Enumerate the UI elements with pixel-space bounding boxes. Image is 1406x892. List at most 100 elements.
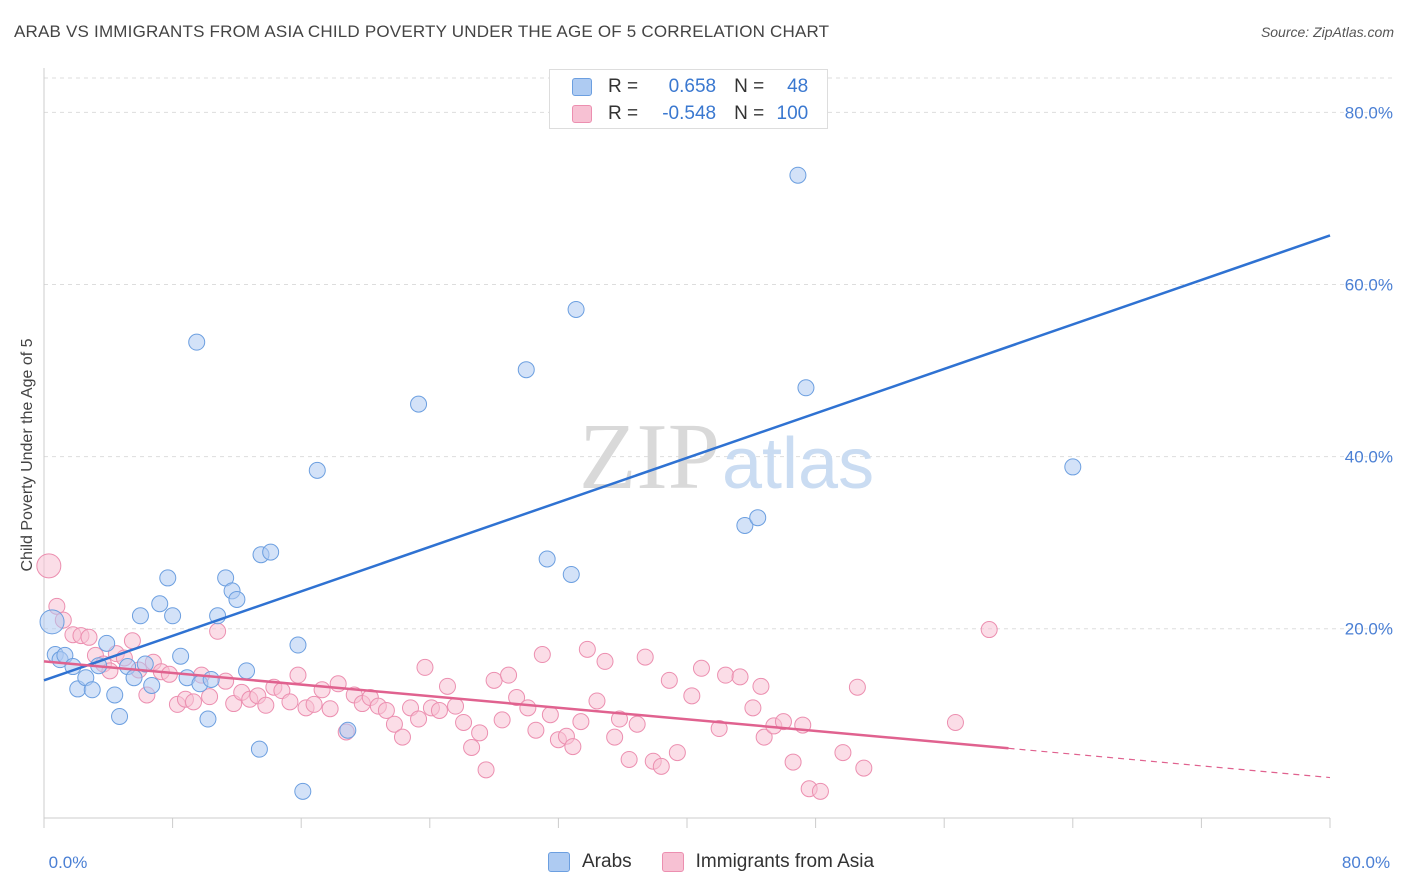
point-arabs [188,333,206,351]
point-asia [500,666,518,684]
point-asia [281,693,299,711]
point-asia [606,728,624,746]
point-arabs [1064,458,1082,476]
point-asia [683,687,701,705]
x-tick-label: 80.0% [1342,853,1390,872]
legend-row-asia: R = -0.548 N = 100 [572,103,808,125]
point-arabs [172,647,190,665]
point-asia [717,666,735,684]
y-tick-label: 80.0% [1345,103,1393,122]
point-asia [620,750,638,768]
point-arabs [202,670,220,688]
point-arabs [228,590,246,608]
correlation-legend: R = 0.658 N = 48 R = -0.548 N = 100 [549,69,828,129]
legend-row-arabs: R = 0.658 N = 48 [572,76,808,98]
point-asia [321,700,339,718]
n-label: N = [734,76,765,97]
asia-swatch-icon [661,852,684,872]
point-asia [596,652,614,670]
point-asia [447,697,465,715]
r-value-asia: -0.548 [662,103,717,124]
point-asia [184,693,202,711]
point-arabs [159,569,177,587]
point-asia [527,721,545,739]
point-asia [628,715,646,733]
point-arabs [83,681,101,699]
point-arabs [238,662,256,680]
point-asia [416,658,434,676]
point-asia [305,695,323,713]
point-arabs [562,565,580,583]
arabs-swatch-icon [548,852,570,872]
point-asia [123,632,141,650]
point-asia [980,621,998,639]
point-arabs [567,300,585,318]
point-asia [313,681,331,699]
point-arabs [538,550,556,568]
point-asia [209,622,227,640]
point-asia [652,757,670,775]
point-asia [731,668,749,686]
arabs-swatch-icon [572,78,592,96]
point-asia [564,738,582,756]
point-arabs [749,509,767,527]
point-asia [946,713,964,731]
point-asia [610,710,628,728]
point-asia [811,782,829,800]
point-asia [784,753,802,771]
point-asia [471,724,489,742]
point-asia [508,689,526,707]
point-asia [755,728,773,746]
legend-label-asia: Immigrants from Asia [695,851,875,872]
point-asia [774,713,792,731]
point-arabs [789,166,807,184]
axes [43,68,1331,828]
point-asia [541,706,559,724]
series-legend: Arabs Immigrants from Asia [548,851,904,873]
legend-item-asia[interactable]: Immigrants from Asia [661,851,875,873]
trend-line-asia-extension [1008,747,1331,779]
point-arabs [517,361,535,379]
grid-lines [44,77,1395,630]
point-arabs [250,740,268,758]
trend-line-asia [43,660,1009,750]
point-arabs [410,395,428,413]
point-asia [201,688,219,706]
y-tick-label: 60.0% [1345,276,1393,295]
point-asia [410,710,428,728]
point-asia [519,699,537,717]
point-asia [572,713,590,731]
point-asia [660,671,678,689]
point-arabs [199,710,217,728]
point-arabs [308,461,326,479]
trend-line-arabs [43,234,1331,682]
point-asia [578,640,596,658]
r-label: R = [608,76,639,97]
watermark-atlas: atlas [722,424,874,504]
point-arabs [262,543,280,561]
point-asia [80,628,98,646]
point-arabs [797,379,815,397]
n-label: N = [734,103,765,124]
point-arabs [136,655,154,673]
point-asia [438,677,456,695]
point-asia [463,738,481,756]
point-arabs [164,607,182,625]
point-asia [533,646,551,664]
point-asia [477,761,495,779]
point-arabs [736,516,754,534]
legend-label-arabs: Arabs [582,851,632,872]
point-asia [377,701,395,719]
x-tick-label: 0.0% [49,853,88,872]
watermark-zip: ZIP [579,405,720,509]
legend-item-arabs[interactable]: Arabs [548,851,632,873]
point-arabs [339,721,357,739]
point-asia [36,553,62,579]
point-asia [710,720,728,738]
chart-title: ARAB VS IMMIGRANTS FROM ASIA CHILD POVER… [14,22,830,41]
point-arabs [151,595,169,613]
point-arabs [143,676,161,694]
point-asia [455,713,473,731]
point-asia [257,696,275,714]
